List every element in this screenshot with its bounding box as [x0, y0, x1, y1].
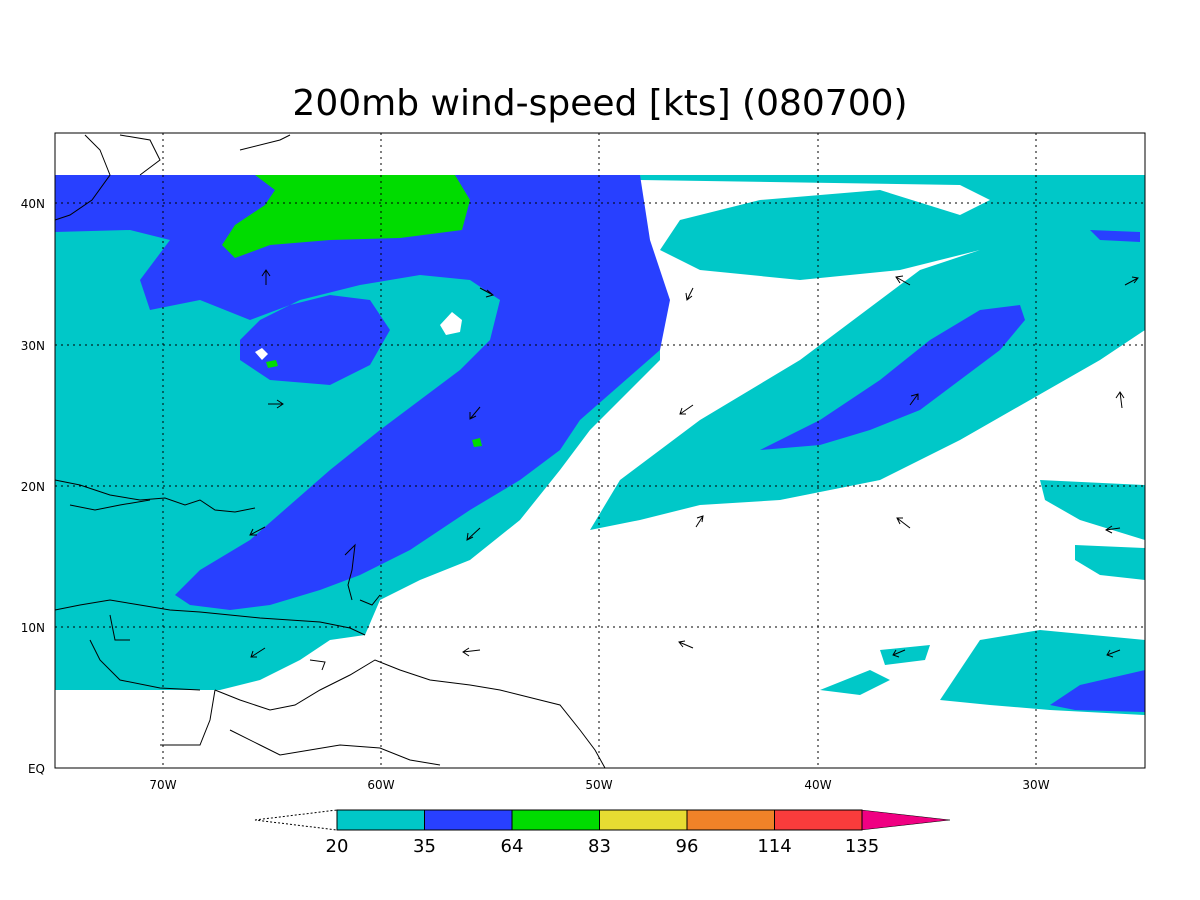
map-title: 200mb wind-speed [kts] (080700) [292, 83, 907, 124]
calm-pockets [255, 312, 462, 360]
colorbar-level-label: 64 [501, 836, 524, 857]
y-tick-label: 30N [21, 339, 45, 353]
y-tick-label: 40N [21, 197, 45, 211]
colorbar-level-label: 83 [588, 836, 611, 857]
x-tick-label: 30W [1022, 778, 1049, 792]
wind-band-64-83 [222, 175, 482, 447]
colorbar: 20 35 64 83 96 114 135 [254, 809, 951, 857]
wind-vectors [249, 269, 1139, 658]
y-tick-label: 10N [21, 621, 45, 635]
colorbar-level-label: 20 [326, 836, 349, 857]
colorbar-level-label: 96 [676, 836, 699, 857]
colorbar-swatch [599, 809, 688, 831]
wind-band-35-64 [55, 175, 1145, 712]
colorbar-level-label: 135 [845, 836, 879, 857]
graticule [55, 133, 1145, 768]
colorbar-swatch [774, 809, 863, 831]
x-tick-label: 40W [804, 778, 831, 792]
colorbar-swatch [511, 809, 600, 831]
y-tick-label: 20N [21, 480, 45, 494]
y-axis: EQ 10N 20N 30N 40N [21, 197, 45, 776]
colorbar-swatch [686, 809, 775, 831]
x-tick-label: 70W [149, 778, 176, 792]
colorbar-swatch [336, 809, 425, 831]
colorbar-high-triangle [860, 809, 951, 831]
colorbar-swatch [424, 809, 513, 831]
colorbar-low-triangle [254, 809, 338, 831]
x-tick-label: 60W [367, 778, 394, 792]
y-tick-label: EQ [28, 762, 45, 776]
x-tick-label: 50W [585, 778, 612, 792]
plot-frame [54, 132, 1146, 769]
colorbar-level-label: 35 [413, 836, 436, 857]
plot-area [54, 132, 1146, 769]
colorbar-level-label: 114 [757, 836, 791, 857]
x-axis: 70W 60W 50W 40W 30W [149, 778, 1049, 792]
coastlines [54, 134, 606, 769]
